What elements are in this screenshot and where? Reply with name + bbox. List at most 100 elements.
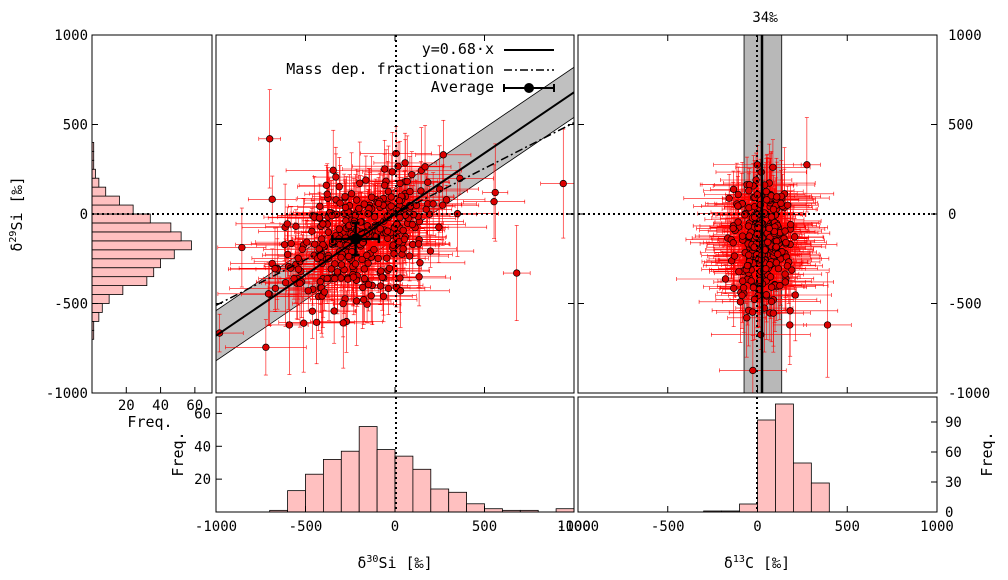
data-marker	[322, 181, 330, 189]
svg-text:δ29Si [‰]: δ29Si [‰]	[8, 176, 26, 251]
data-marker	[337, 274, 345, 282]
data-marker	[764, 238, 772, 246]
data-marker	[734, 190, 742, 199]
data-marker	[422, 205, 430, 214]
data-marker	[734, 218, 742, 226]
data-marker	[769, 309, 777, 317]
data-marker	[271, 284, 280, 292]
tick-label: 90	[945, 415, 962, 431]
data-marker	[439, 201, 447, 209]
histogram-bar	[412, 468, 432, 513]
data-marker	[442, 196, 451, 204]
histogram-bar	[757, 419, 776, 513]
data-marker	[387, 193, 395, 201]
legend: y=0.68·x Mass dep. fractionation Average	[286, 40, 555, 96]
data-marker	[401, 159, 409, 167]
data-marker	[300, 319, 308, 327]
data-marker	[490, 198, 498, 206]
histogram-bar	[91, 231, 182, 242]
histogram-bar	[91, 240, 192, 251]
data-marker	[383, 254, 391, 262]
data-marker	[745, 251, 753, 259]
data-marker	[773, 193, 781, 201]
data-marker	[730, 284, 738, 292]
data-marker	[374, 254, 382, 263]
data-marker	[332, 173, 340, 181]
tick-label: 30	[945, 475, 962, 491]
data-marker	[285, 321, 294, 329]
data-marker	[421, 163, 429, 171]
tick-label: 500	[948, 118, 973, 134]
data-marker	[743, 261, 752, 270]
tick-label: 0	[391, 519, 399, 535]
data-marker	[396, 287, 405, 295]
tick-label: -500	[948, 297, 982, 313]
histogram-bar	[340, 450, 360, 513]
data-marker	[294, 254, 302, 262]
tick-label: 500	[835, 519, 860, 535]
data-marker	[284, 250, 292, 259]
data-marker	[781, 270, 789, 278]
y-histogram-bars	[91, 141, 192, 340]
data-marker	[266, 135, 274, 143]
data-marker	[339, 319, 347, 327]
data-marker	[364, 259, 372, 267]
data-marker	[329, 166, 337, 174]
histogram-bar	[775, 403, 794, 513]
data-marker	[308, 227, 316, 235]
data-marker	[788, 266, 796, 274]
data-marker	[749, 366, 757, 375]
histogram-bar	[91, 222, 172, 233]
c-histogram-panel: 0 30 60 90 -1000 -500 0 500 1000 Freq.	[557, 396, 996, 535]
data-marker	[264, 290, 273, 298]
data-marker	[739, 277, 747, 285]
data-marker	[317, 252, 325, 260]
data-marker	[336, 199, 344, 207]
data-marker	[280, 241, 289, 249]
data-marker	[749, 283, 758, 292]
data-marker	[414, 240, 423, 248]
data-marker	[387, 202, 395, 210]
data-marker	[786, 321, 794, 329]
si-histogram-ticks: 20 40 60 -1000 -500 0 500 1000	[194, 406, 591, 535]
data-marker	[439, 151, 447, 159]
tick-label: 60	[186, 398, 203, 414]
tick-label: 1000	[54, 28, 88, 44]
data-marker	[426, 247, 435, 255]
c-histogram-ylabel: Freq.	[978, 431, 996, 476]
data-marker	[341, 203, 350, 212]
data-marker	[377, 267, 385, 275]
data-marker	[748, 308, 757, 316]
si-histogram-ylabel: Freq.	[169, 431, 187, 476]
data-marker	[491, 188, 499, 197]
data-marker	[721, 275, 730, 283]
data-marker	[744, 222, 753, 230]
data-marker	[339, 299, 347, 308]
data-marker	[396, 214, 404, 222]
data-marker	[355, 204, 363, 213]
data-marker	[351, 260, 360, 268]
si-scatter-panel: y=0.68·x Mass dep. fractionation Average	[215, 34, 575, 394]
data-marker	[762, 265, 770, 273]
data-marker	[753, 161, 762, 169]
histogram-bar	[793, 462, 812, 513]
data-marker	[381, 165, 389, 173]
data-marker	[287, 239, 295, 248]
data-marker	[335, 183, 343, 191]
data-marker	[296, 279, 304, 288]
data-marker	[405, 252, 414, 260]
data-marker	[403, 177, 411, 186]
tick-label: 20	[194, 472, 211, 488]
tick-label: -1000	[557, 519, 599, 535]
data-marker	[337, 253, 345, 262]
histogram-bar	[376, 449, 396, 513]
data-marker	[268, 195, 276, 203]
data-marker	[435, 185, 444, 193]
histogram-bar	[394, 455, 414, 513]
data-marker	[767, 297, 776, 306]
tick-label: -1000	[948, 386, 990, 402]
tick-label: -1000	[46, 386, 88, 402]
data-marker	[360, 200, 368, 208]
data-marker	[360, 274, 369, 283]
data-marker	[381, 181, 389, 189]
